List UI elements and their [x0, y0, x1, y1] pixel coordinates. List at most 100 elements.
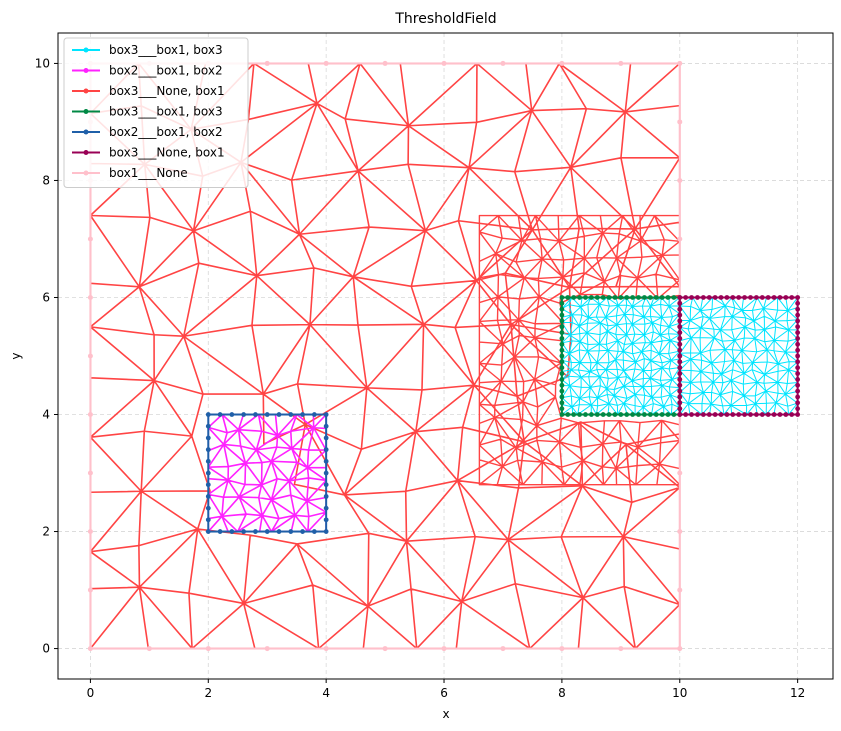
legend-item: box3___box1, box3 [72, 105, 223, 119]
mesh-box2-edges [207, 413, 327, 533]
series-4-point [229, 412, 235, 417]
legend-marker [83, 88, 89, 94]
series-5-point [789, 412, 795, 417]
series-3-point [571, 412, 577, 417]
series-6-point [87, 412, 93, 418]
series-3-point [559, 359, 565, 365]
series-5-point [795, 336, 801, 341]
mesh-box3-outer-edges [679, 296, 799, 416]
series-5-point [795, 300, 801, 306]
series-5-point [795, 359, 801, 365]
series-6-point [323, 646, 329, 652]
series-3-point [636, 295, 641, 300]
series-4-point [311, 529, 317, 534]
series-5-point [700, 295, 706, 300]
series-3-point [612, 295, 618, 300]
series-5-point [783, 412, 789, 417]
series-3-point [653, 412, 659, 417]
series-5-point [695, 295, 700, 300]
series-6-point [500, 60, 506, 66]
series-3-point [642, 412, 647, 417]
series-3-point [559, 406, 565, 412]
series-4-point [323, 458, 329, 464]
series-3-point [600, 412, 606, 417]
x-tick-label: 6 [440, 686, 448, 700]
series-3-point [647, 295, 653, 300]
series-6-point [677, 60, 683, 66]
series-6-point [87, 646, 93, 652]
series-4-point [323, 505, 329, 511]
series-4-point [323, 494, 329, 499]
series-3-point [600, 295, 606, 300]
series-5-point [677, 306, 683, 312]
series-6-point [87, 294, 93, 300]
series-5-point [795, 377, 801, 382]
legend-item: box3___None, box1 [72, 146, 225, 160]
series-6-point [382, 646, 388, 652]
series-4-point [205, 517, 211, 523]
series-3-point [559, 336, 565, 341]
series-4-point [205, 435, 211, 441]
y-axis-label: y [9, 352, 23, 359]
series-5-point [742, 295, 747, 300]
series-4-point [264, 412, 270, 417]
series-3-point [559, 318, 565, 324]
legend-label: box1___None [109, 166, 188, 180]
series-3-point [559, 295, 565, 300]
series-5-point [677, 377, 683, 382]
series-4-point [323, 447, 329, 453]
series-5-point [677, 330, 683, 335]
series-5-point [677, 312, 683, 318]
legend-box [63, 37, 249, 188]
y-tick-label: 6 [42, 290, 50, 304]
series-4-point [323, 517, 329, 523]
series-5-point [677, 318, 683, 324]
legend-label: box3___box1, box3 [109, 43, 223, 57]
series-3-point [577, 295, 582, 300]
series-4-point [241, 529, 247, 534]
series-5-point [795, 341, 801, 347]
series-6-point [500, 646, 506, 652]
mesh-box2 [207, 413, 327, 533]
legend-marker [83, 109, 89, 114]
series-5-point [677, 371, 683, 376]
legend-marker [83, 170, 89, 176]
series-3-point [606, 295, 612, 300]
series-3-point [647, 412, 653, 417]
series-5-point [677, 400, 683, 406]
series-6-point [264, 60, 270, 66]
series-4-point [323, 435, 329, 441]
series-5-point [689, 412, 694, 417]
series-5-point [677, 388, 683, 394]
series-3-point [588, 412, 594, 417]
legend-label: box3___box1, box3 [109, 105, 223, 119]
series-5-point [795, 371, 801, 376]
series-6-point [87, 470, 93, 476]
series-5-point [712, 295, 718, 300]
series-6-point [677, 529, 683, 535]
series-5-point [689, 295, 694, 300]
chart-title: ThresholdField [394, 11, 496, 27]
series-3-point [630, 412, 636, 417]
series-3-point [559, 412, 565, 417]
series-6-point [559, 646, 565, 652]
series-5-point [736, 295, 742, 300]
series-6-point [618, 646, 624, 652]
series-3-point [565, 295, 571, 300]
x-axis-label: x [442, 707, 449, 721]
series-4-point [229, 529, 235, 534]
series-5-point [795, 388, 801, 394]
series-5-point [777, 295, 783, 300]
series-3-point [583, 295, 588, 300]
series-4-point [300, 529, 305, 534]
series-6-point [264, 646, 270, 652]
series-5-point [677, 353, 683, 359]
series-3-point [571, 295, 577, 300]
series-5-point [789, 295, 795, 300]
series-4-point [205, 505, 211, 511]
series-6-point [441, 646, 447, 652]
series-layer [87, 60, 801, 652]
series-3-point [565, 412, 571, 417]
series-5-point [777, 412, 783, 417]
series-3-point [577, 412, 582, 417]
